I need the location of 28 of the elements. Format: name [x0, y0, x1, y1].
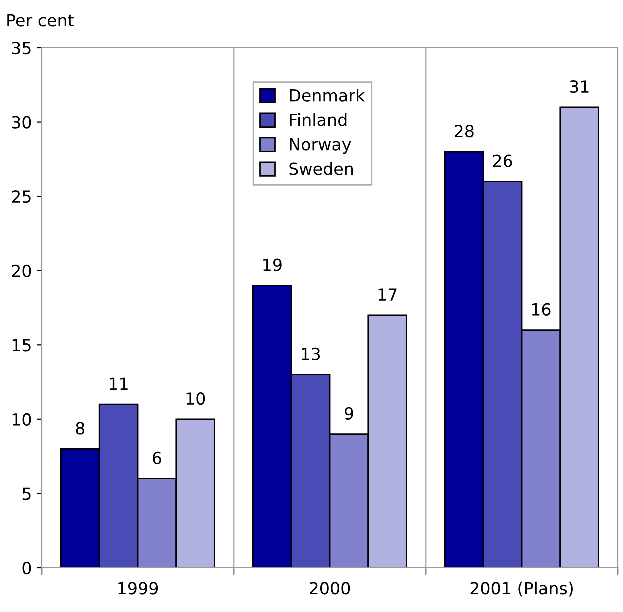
x-tick-label: 1999: [118, 582, 158, 595]
legend-label: Norway: [290, 138, 352, 154]
data-label: 6: [153, 452, 162, 465]
data-label: 11: [110, 378, 128, 390]
data-label: 31: [570, 80, 589, 94]
data-label: 16: [532, 303, 551, 316]
y-tick-label: 10: [12, 413, 32, 426]
legend-label: Denmark: [290, 89, 366, 102]
y-tick-label: 20: [12, 264, 32, 278]
data-label: 28: [455, 125, 474, 138]
data-label: 17: [378, 288, 397, 301]
legend-label: Finland: [290, 113, 347, 126]
legend-label: Sweden: [290, 162, 354, 176]
y-tick-label: 15: [12, 339, 31, 352]
y-tick-label: 0: [22, 562, 32, 575]
y-axis-title: Per cent: [8, 14, 74, 27]
data-label: 9: [344, 407, 354, 420]
y-tick-label: 5: [22, 488, 31, 500]
data-label: 8: [76, 422, 85, 435]
y-tick-label: 35: [12, 42, 31, 55]
data-label: 10: [186, 392, 206, 406]
data-label: 19: [264, 258, 282, 272]
y-tick-label: 30: [12, 116, 32, 129]
x-tick-label: 2000: [310, 582, 350, 595]
data-label: 13: [302, 348, 320, 361]
x-tick-label: 2001 (Plans): [470, 582, 573, 597]
data-label: 26: [493, 154, 512, 168]
y-tick-label: 25: [12, 190, 31, 204]
